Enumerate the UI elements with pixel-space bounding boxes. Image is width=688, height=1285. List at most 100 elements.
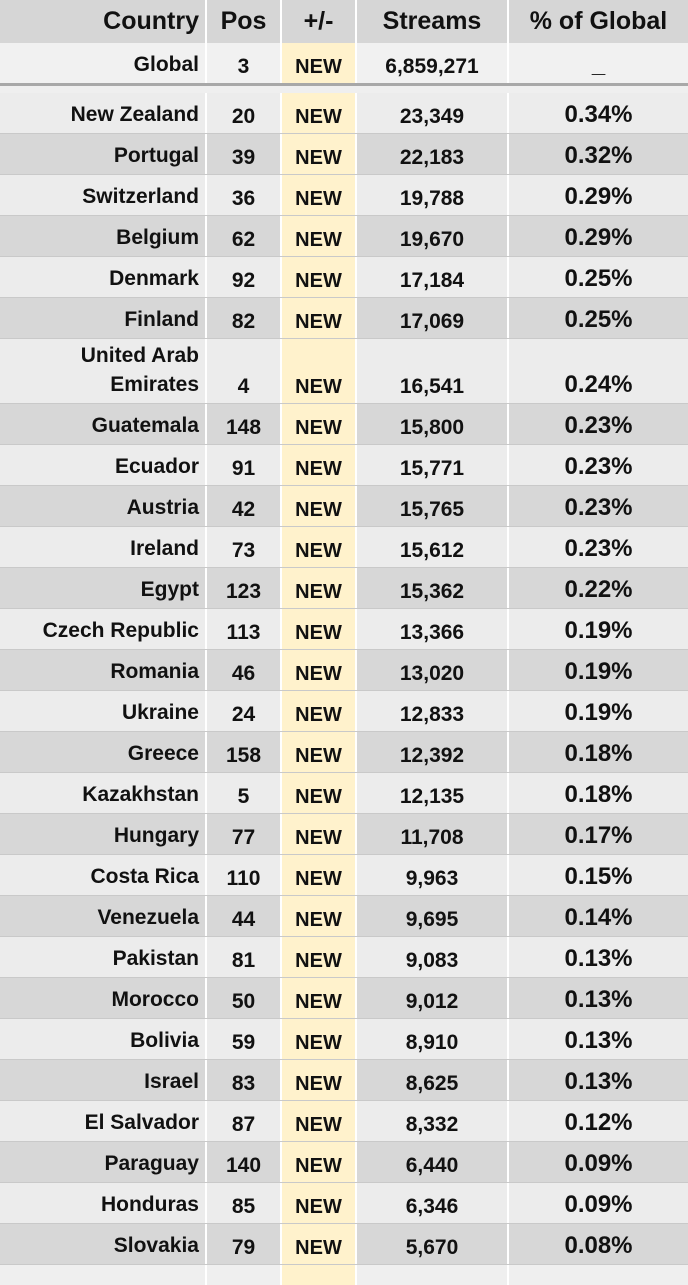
- row-change: NEW: [282, 650, 357, 690]
- row-streams: 9,695: [357, 896, 509, 936]
- row-country: Costa Rica: [0, 855, 207, 895]
- table-row: Austria 42 NEW 15,765 0.23%: [0, 486, 688, 527]
- row-country: Venezuela: [0, 896, 207, 936]
- row-pct: 0.19%: [564, 617, 633, 644]
- table-row: Paraguay 140 NEW 6,440 0.09%: [0, 1142, 688, 1183]
- table-row: Hungary 77 NEW 11,708 0.17%: [0, 814, 688, 855]
- table-row: Belgium 62 NEW 19,670 0.29%: [0, 216, 688, 257]
- row-pos: 20: [207, 93, 282, 133]
- row-change: NEW: [282, 814, 357, 854]
- row-streams: 15,771: [357, 445, 509, 485]
- row-country: Hungary: [0, 814, 207, 854]
- row-streams: 6,440: [357, 1142, 509, 1182]
- row-pct: 0.29%: [564, 183, 633, 210]
- row-streams: 19,670: [357, 216, 509, 256]
- table-row: El Salvador 87 NEW 8,332 0.12%: [0, 1101, 688, 1142]
- row-streams: 12,135: [357, 773, 509, 813]
- table-row: Slovakia 79 NEW 5,670 0.08%: [0, 1224, 688, 1265]
- row-streams: 12,392: [357, 732, 509, 772]
- row-pct: 0.23%: [564, 535, 633, 562]
- row-pct: 0.09%: [564, 1150, 633, 1177]
- row-pos: 44: [207, 896, 282, 936]
- global-separator: [0, 83, 688, 93]
- row-change: NEW: [282, 1224, 357, 1264]
- row-pct: 0.22%: [564, 576, 633, 603]
- row-pct: 0.29%: [564, 224, 633, 251]
- row-pct: 0.25%: [564, 306, 633, 333]
- global-streams: 6,859,271: [357, 43, 509, 83]
- row-streams: 15,362: [357, 568, 509, 608]
- row-country: Israel: [0, 1060, 207, 1100]
- row-streams: 16,541: [357, 339, 509, 403]
- table-row: Morocco 50 NEW 9,012 0.13%: [0, 978, 688, 1019]
- table-row: Czech Republic 113 NEW 13,366 0.19%: [0, 609, 688, 650]
- row-country: Greece: [0, 732, 207, 772]
- row-streams: 6,346: [357, 1183, 509, 1223]
- row-change: NEW: [282, 1142, 357, 1182]
- row-change: NEW: [282, 609, 357, 649]
- row-streams: 15,612: [357, 527, 509, 567]
- table-filler: [0, 1265, 688, 1285]
- table-row: Pakistan 81 NEW 9,083 0.13%: [0, 937, 688, 978]
- table-row: Kazakhstan 5 NEW 12,135 0.18%: [0, 773, 688, 814]
- row-change: NEW: [282, 978, 357, 1018]
- row-streams: 15,765: [357, 486, 509, 526]
- row-pct: 0.19%: [564, 658, 633, 685]
- row-change: NEW: [282, 855, 357, 895]
- table-row: Venezuela 44 NEW 9,695 0.14%: [0, 896, 688, 937]
- row-country: Ireland: [0, 527, 207, 567]
- table-row: Guatemala 148 NEW 15,800 0.23%: [0, 404, 688, 445]
- row-country: Finland: [0, 298, 207, 338]
- row-pct: 0.13%: [564, 945, 633, 972]
- row-country: Austria: [0, 486, 207, 526]
- row-country: Morocco: [0, 978, 207, 1018]
- row-pos: 73: [207, 527, 282, 567]
- table-body: New Zealand 20 NEW 23,349 0.34% Portugal 39 NEW…: [0, 93, 688, 1265]
- row-pos: 92: [207, 257, 282, 297]
- global-change: NEW: [282, 43, 357, 83]
- row-pos: 158: [207, 732, 282, 772]
- row-change: NEW: [282, 527, 357, 567]
- row-pos: 123: [207, 568, 282, 608]
- row-change: NEW: [282, 691, 357, 731]
- row-pos: 83: [207, 1060, 282, 1100]
- row-pct: 0.13%: [564, 1068, 633, 1095]
- header-streams: Streams: [357, 0, 509, 43]
- row-country: New Zealand: [0, 93, 207, 133]
- header-pos: Pos: [207, 0, 282, 43]
- row-streams: 8,910: [357, 1019, 509, 1059]
- table-row: Romania 46 NEW 13,020 0.19%: [0, 650, 688, 691]
- header-country: Country: [0, 0, 207, 43]
- row-change: NEW: [282, 486, 357, 526]
- row-pos: 24: [207, 691, 282, 731]
- row-change: NEW: [282, 568, 357, 608]
- row-streams: 23,349: [357, 93, 509, 133]
- row-pct: 0.25%: [564, 265, 633, 292]
- row-streams: 15,800: [357, 404, 509, 444]
- row-pos: 5: [207, 773, 282, 813]
- table-row: Honduras 85 NEW 6,346 0.09%: [0, 1183, 688, 1224]
- row-country: Switzerland: [0, 175, 207, 215]
- row-change: NEW: [282, 732, 357, 772]
- table-row: United Arab Emirates 4 NEW 16,541 0.24%: [0, 339, 688, 404]
- row-country: Bolivia: [0, 1019, 207, 1059]
- row-pos: 77: [207, 814, 282, 854]
- row-pct: 0.23%: [564, 453, 633, 480]
- row-country: United Arab Emirates: [0, 339, 207, 403]
- row-pct: 0.08%: [564, 1232, 633, 1259]
- global-country: Global: [0, 43, 207, 83]
- row-pos: 39: [207, 134, 282, 174]
- row-country: Portugal: [0, 134, 207, 174]
- table-row: Ukraine 24 NEW 12,833 0.19%: [0, 691, 688, 732]
- row-pct: 0.13%: [564, 1027, 633, 1054]
- table-row: Denmark 92 NEW 17,184 0.25%: [0, 257, 688, 298]
- row-pos: 79: [207, 1224, 282, 1264]
- row-pct: 0.14%: [564, 904, 633, 931]
- row-pct: 0.34%: [564, 101, 633, 128]
- row-change: NEW: [282, 134, 357, 174]
- row-streams: 17,184: [357, 257, 509, 297]
- table-row: Finland 82 NEW 17,069 0.25%: [0, 298, 688, 339]
- row-country: Denmark: [0, 257, 207, 297]
- table-row: Bolivia 59 NEW 8,910 0.13%: [0, 1019, 688, 1060]
